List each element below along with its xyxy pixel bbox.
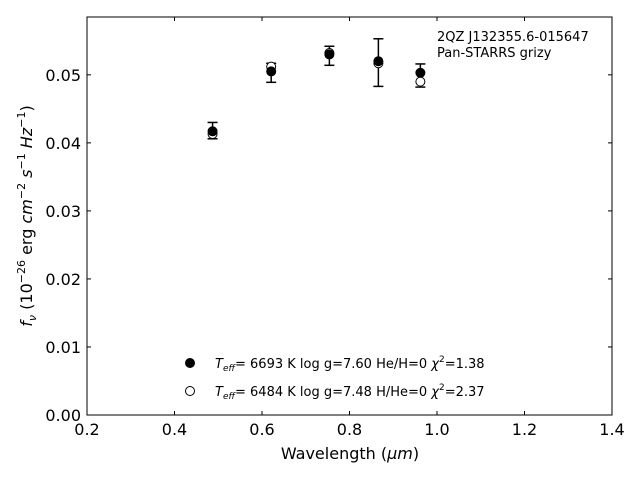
y-tick-label: 0.02: [45, 270, 81, 289]
model-point-filled: [207, 126, 218, 137]
annotation-photometry: Pan-STARRS grizy: [437, 46, 552, 61]
legend-marker-open: [185, 386, 195, 396]
legend-entry-1: Teff= 6693 K log g=7.60 He/H=0 χ2=1.38: [215, 355, 485, 374]
x-tick-label: 1.2: [512, 420, 537, 439]
x-tick-label: 0.2: [74, 420, 99, 439]
model-point-filled: [415, 67, 426, 78]
legend-entry-2: Teff= 6484 K log g=7.48 H/He=0 χ2=2.37: [215, 383, 485, 402]
legend: Teff= 6693 K log g=7.60 He/H=0 χ2=1.38 T…: [185, 355, 485, 402]
x-axis-label: Wavelength (μm): [281, 444, 419, 463]
model-point-filled: [373, 56, 384, 67]
legend-marker-filled: [185, 358, 195, 368]
y-tick-label: 0.05: [45, 66, 81, 85]
plot-frame: [86, 16, 613, 416]
y-tick-label: 0.01: [45, 338, 81, 357]
ticks: 0.2 0.4 0.6 0.8 1.0 1.2 1.4 0.00 0.01 0.02 0.03 0.0…: [45, 17, 625, 439]
data-marks: [207, 38, 426, 140]
annotation-object-name: 2QZ J132355.6-015647: [437, 30, 589, 45]
x-tick-label: 1.0: [424, 420, 449, 439]
y-tick-label: 0.04: [45, 134, 81, 153]
x-axis-label-unit: μm: [386, 444, 413, 463]
y-tick-label: 0.00: [45, 406, 81, 425]
model-point-filled: [266, 66, 277, 77]
x-tick-label: 0.8: [337, 420, 362, 439]
x-tick-label: 1.4: [599, 420, 624, 439]
model-point-open: [415, 76, 426, 87]
x-tick-label: 0.6: [249, 420, 274, 439]
y-axis-label: fν (10−26 erg cm−2 s−1 Hz−1): [15, 105, 39, 326]
x-tick-label: 0.4: [162, 420, 187, 439]
model-point-filled: [324, 49, 335, 60]
y-tick-label: 0.03: [45, 202, 81, 221]
